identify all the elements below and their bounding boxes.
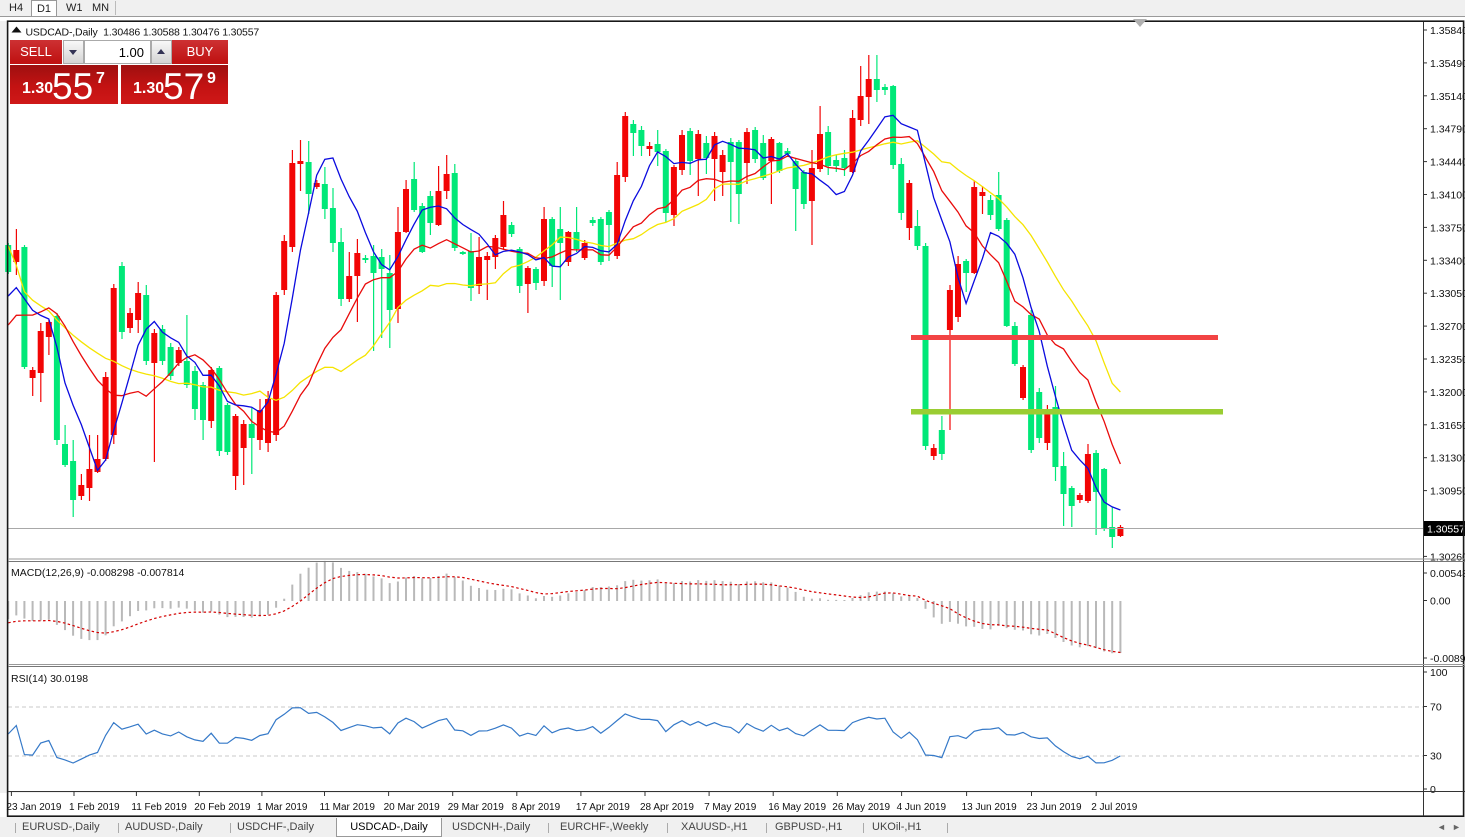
svg-text:1.30260: 1.30260 xyxy=(1430,551,1465,563)
svg-text:11 Feb 2019: 11 Feb 2019 xyxy=(131,802,187,813)
svg-text:1.33050: 1.33050 xyxy=(1430,288,1465,300)
svg-text:1.32350: 1.32350 xyxy=(1430,354,1465,366)
svg-text:2 Jul 2019: 2 Jul 2019 xyxy=(1091,802,1138,813)
svg-text:1.32700: 1.32700 xyxy=(1430,321,1465,333)
svg-text:1 Feb 2019: 1 Feb 2019 xyxy=(69,802,120,813)
svg-text:4 Jun 2019: 4 Jun 2019 xyxy=(897,802,947,813)
svg-text:1.34440: 1.34440 xyxy=(1430,157,1465,169)
svg-text:0.00: 0.00 xyxy=(1430,596,1451,608)
svg-text:USDCAD-,Daily 1.30486 1.30588: USDCAD-,Daily 1.30486 1.30588 1.30476 1.… xyxy=(26,27,260,39)
svg-text:1.30557: 1.30557 xyxy=(1427,524,1465,536)
svg-text:100: 100 xyxy=(1430,667,1448,679)
svg-text:1.35140: 1.35140 xyxy=(1430,91,1465,103)
svg-text:17 Apr 2019: 17 Apr 2019 xyxy=(576,802,630,813)
svg-text:1.31300: 1.31300 xyxy=(1430,453,1465,465)
svg-text:1.31650: 1.31650 xyxy=(1430,420,1465,432)
svg-text:1.34100: 1.34100 xyxy=(1430,190,1465,202)
svg-text:1.35840: 1.35840 xyxy=(1430,25,1465,37)
svg-text:28 Apr 2019: 28 Apr 2019 xyxy=(640,802,694,813)
svg-text:70: 70 xyxy=(1430,702,1442,714)
svg-text:13 Jun 2019: 13 Jun 2019 xyxy=(962,802,1017,813)
svg-text:11 Mar 2019: 11 Mar 2019 xyxy=(320,802,376,813)
svg-text:-0.008973: -0.008973 xyxy=(1430,653,1465,665)
svg-text:29 Mar 2019: 29 Mar 2019 xyxy=(448,802,505,813)
svg-text:1.34790: 1.34790 xyxy=(1430,124,1465,136)
svg-text:23 Jun 2019: 23 Jun 2019 xyxy=(1027,802,1082,813)
svg-text:1.35490: 1.35490 xyxy=(1430,58,1465,70)
svg-text:26 May 2019: 26 May 2019 xyxy=(832,802,890,813)
svg-text:8 Apr 2019: 8 Apr 2019 xyxy=(512,802,561,813)
svg-text:MACD(12,26,9) -0.008298 -0.007: MACD(12,26,9) -0.008298 -0.007814 xyxy=(11,567,185,579)
svg-text:0: 0 xyxy=(1430,784,1436,796)
svg-text:16 May 2019: 16 May 2019 xyxy=(768,802,826,813)
svg-text:20 Mar 2019: 20 Mar 2019 xyxy=(384,802,441,813)
svg-text:0.005484: 0.005484 xyxy=(1430,568,1465,580)
svg-text:23 Jan 2019: 23 Jan 2019 xyxy=(6,802,61,813)
svg-text:RSI(14) 30.0198: RSI(14) 30.0198 xyxy=(11,673,88,685)
svg-text:7 May 2019: 7 May 2019 xyxy=(704,802,757,813)
svg-text:1.33400: 1.33400 xyxy=(1430,255,1465,267)
svg-text:1.32000: 1.32000 xyxy=(1430,387,1465,399)
svg-text:20 Feb 2019: 20 Feb 2019 xyxy=(194,802,251,813)
svg-text:30: 30 xyxy=(1430,751,1442,763)
svg-text:1 Mar 2019: 1 Mar 2019 xyxy=(257,802,308,813)
svg-text:1.30950: 1.30950 xyxy=(1430,486,1465,498)
svg-text:1.33750: 1.33750 xyxy=(1430,222,1465,234)
